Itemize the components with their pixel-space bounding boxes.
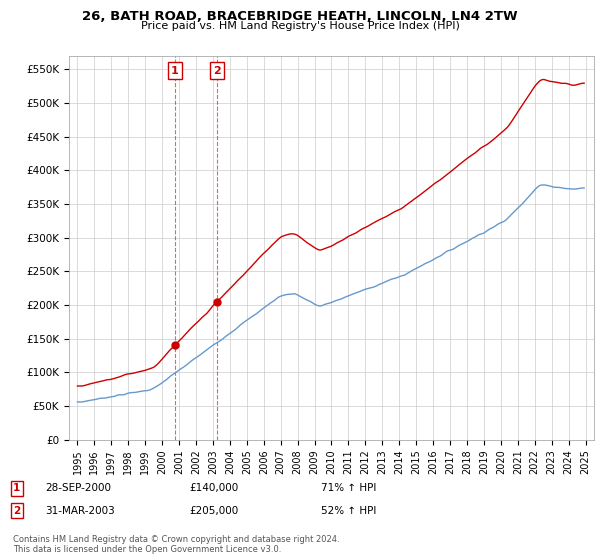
- Text: 2: 2: [214, 66, 221, 76]
- Text: £205,000: £205,000: [189, 506, 238, 516]
- Text: Contains HM Land Registry data © Crown copyright and database right 2024.
This d: Contains HM Land Registry data © Crown c…: [13, 535, 340, 554]
- Text: 71% ↑ HPI: 71% ↑ HPI: [321, 483, 376, 493]
- Text: 2: 2: [13, 506, 20, 516]
- Text: 1: 1: [13, 483, 20, 493]
- Text: 1: 1: [171, 66, 179, 76]
- Text: 31-MAR-2003: 31-MAR-2003: [45, 506, 115, 516]
- Text: Price paid vs. HM Land Registry's House Price Index (HPI): Price paid vs. HM Land Registry's House …: [140, 21, 460, 31]
- Text: 52% ↑ HPI: 52% ↑ HPI: [321, 506, 376, 516]
- Text: £140,000: £140,000: [189, 483, 238, 493]
- Text: 26, BATH ROAD, BRACEBRIDGE HEATH, LINCOLN, LN4 2TW: 26, BATH ROAD, BRACEBRIDGE HEATH, LINCOL…: [82, 10, 518, 23]
- Text: 28-SEP-2000: 28-SEP-2000: [45, 483, 111, 493]
